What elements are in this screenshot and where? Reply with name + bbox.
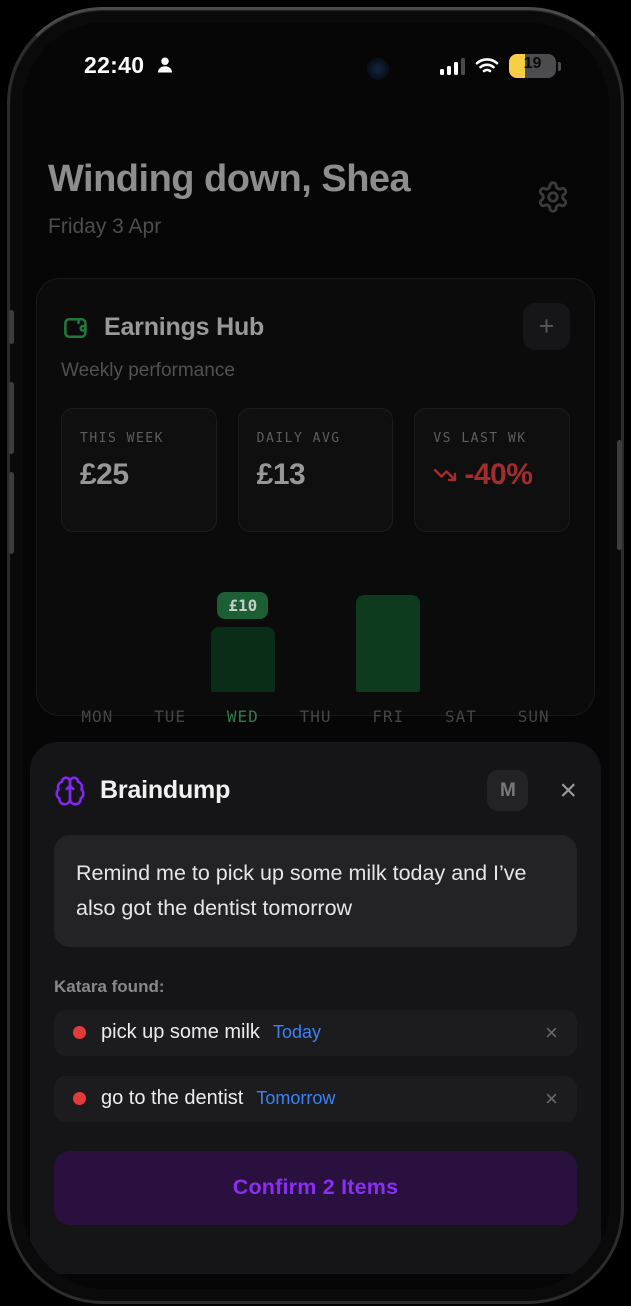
stat-card-this-week: THIS WEEK £25 bbox=[61, 408, 217, 532]
front-camera bbox=[367, 58, 389, 80]
todo-dot-icon bbox=[73, 1026, 86, 1040]
day-label-mon: MON bbox=[81, 707, 114, 726]
remove-item-icon[interactable]: × bbox=[545, 1085, 558, 1111]
phone-screen: 22:40 19 bbox=[22, 22, 609, 1289]
stat-card-vs-last-week: VS LAST WK -40% bbox=[414, 408, 571, 532]
volume-down-button bbox=[9, 472, 14, 554]
earnings-hub-card: Earnings Hub + Weekly performance THIS W… bbox=[36, 278, 595, 726]
braindump-input[interactable]: Remind me to pick up some milk today and… bbox=[54, 835, 577, 947]
clock: 22:40 bbox=[84, 52, 145, 78]
brain-icon bbox=[54, 775, 86, 807]
found-item-milk[interactable]: pick up some milk Today × bbox=[54, 1009, 577, 1056]
item-text: go to the dentist bbox=[101, 1087, 244, 1110]
person-icon bbox=[155, 55, 175, 75]
status-bar: 22:40 19 bbox=[22, 50, 609, 82]
item-when: Today bbox=[272, 1022, 321, 1043]
stat-label: DAILY AVG bbox=[256, 431, 341, 446]
day-label-wed: WED bbox=[226, 707, 259, 726]
wifi-icon bbox=[475, 57, 499, 75]
confirm-items-button[interactable]: Confirm 2 Items bbox=[54, 1150, 577, 1225]
day-label-sat: SAT bbox=[445, 707, 477, 726]
found-item-dentist[interactable]: go to the dentist Tomorrow × bbox=[54, 1075, 577, 1122]
bar-wed[interactable] bbox=[210, 627, 275, 692]
phone-frame: 22:40 19 bbox=[7, 7, 624, 1304]
mode-badge-button[interactable]: M bbox=[487, 770, 529, 811]
day-label-fri: FRI bbox=[372, 707, 405, 726]
stats-row: THIS WEEK £25 DAILY AVG £13 VS LAST WK bbox=[61, 408, 571, 532]
confirm-label: Confirm 2 Items bbox=[232, 1175, 399, 1200]
found-label: Katara found: bbox=[54, 976, 165, 996]
stat-value: £13 bbox=[256, 458, 306, 491]
page-title: Winding down, Shea bbox=[48, 158, 411, 200]
weekly-bar-chart: MON TUE £10 WED THU FRI SAT SUN bbox=[61, 554, 570, 726]
chart-column-mon: MON bbox=[61, 692, 134, 726]
item-text: pick up some milk bbox=[101, 1021, 260, 1044]
power-button bbox=[617, 440, 622, 550]
earnings-subtitle: Weekly performance bbox=[61, 360, 235, 381]
remove-item-icon[interactable]: × bbox=[545, 1019, 558, 1045]
close-icon[interactable]: × bbox=[559, 773, 577, 807]
gear-icon[interactable] bbox=[536, 180, 576, 220]
chart-column-fri: FRI bbox=[352, 595, 425, 726]
battery-icon: 19 bbox=[509, 54, 556, 78]
earnings-title: Earnings Hub bbox=[104, 313, 265, 341]
chart-column-thu: THU bbox=[279, 692, 352, 726]
plus-icon: + bbox=[538, 311, 555, 341]
chart-column-sun: SUN bbox=[497, 692, 570, 726]
volume-up-button bbox=[9, 382, 14, 454]
day-label-sun: SUN bbox=[517, 707, 550, 726]
battery-nub bbox=[558, 61, 561, 71]
stat-card-daily-avg: DAILY AVG £13 bbox=[237, 408, 394, 532]
item-when: Tomorrow bbox=[256, 1088, 336, 1109]
braindump-sheet: Braindump M × Remind me to pick up some … bbox=[30, 742, 601, 1274]
bar-fri[interactable] bbox=[356, 595, 421, 692]
day-label-thu: THU bbox=[299, 707, 332, 726]
cellular-signal-icon bbox=[439, 57, 465, 75]
mute-switch bbox=[9, 310, 14, 344]
trending-down-icon bbox=[433, 463, 457, 487]
day-label-tue: TUE bbox=[154, 707, 187, 726]
add-earning-button[interactable]: + bbox=[523, 303, 570, 350]
date-label: Friday 3 Apr bbox=[48, 215, 162, 238]
stat-label: VS LAST WK bbox=[433, 431, 527, 446]
battery-percent: 19 bbox=[523, 55, 542, 72]
stat-value: £25 bbox=[80, 458, 129, 491]
wallet-icon bbox=[61, 313, 91, 343]
chart-column-tue: TUE bbox=[134, 692, 207, 726]
todo-dot-icon bbox=[73, 1092, 86, 1106]
bar-value-badge: £10 bbox=[217, 592, 269, 619]
braindump-title: Braindump bbox=[100, 776, 231, 804]
stat-value: -40% bbox=[464, 458, 533, 491]
chart-column-sat: SAT bbox=[425, 692, 498, 726]
chart-column-wed: £10 WED bbox=[206, 592, 279, 726]
stat-label: THIS WEEK bbox=[80, 431, 164, 446]
